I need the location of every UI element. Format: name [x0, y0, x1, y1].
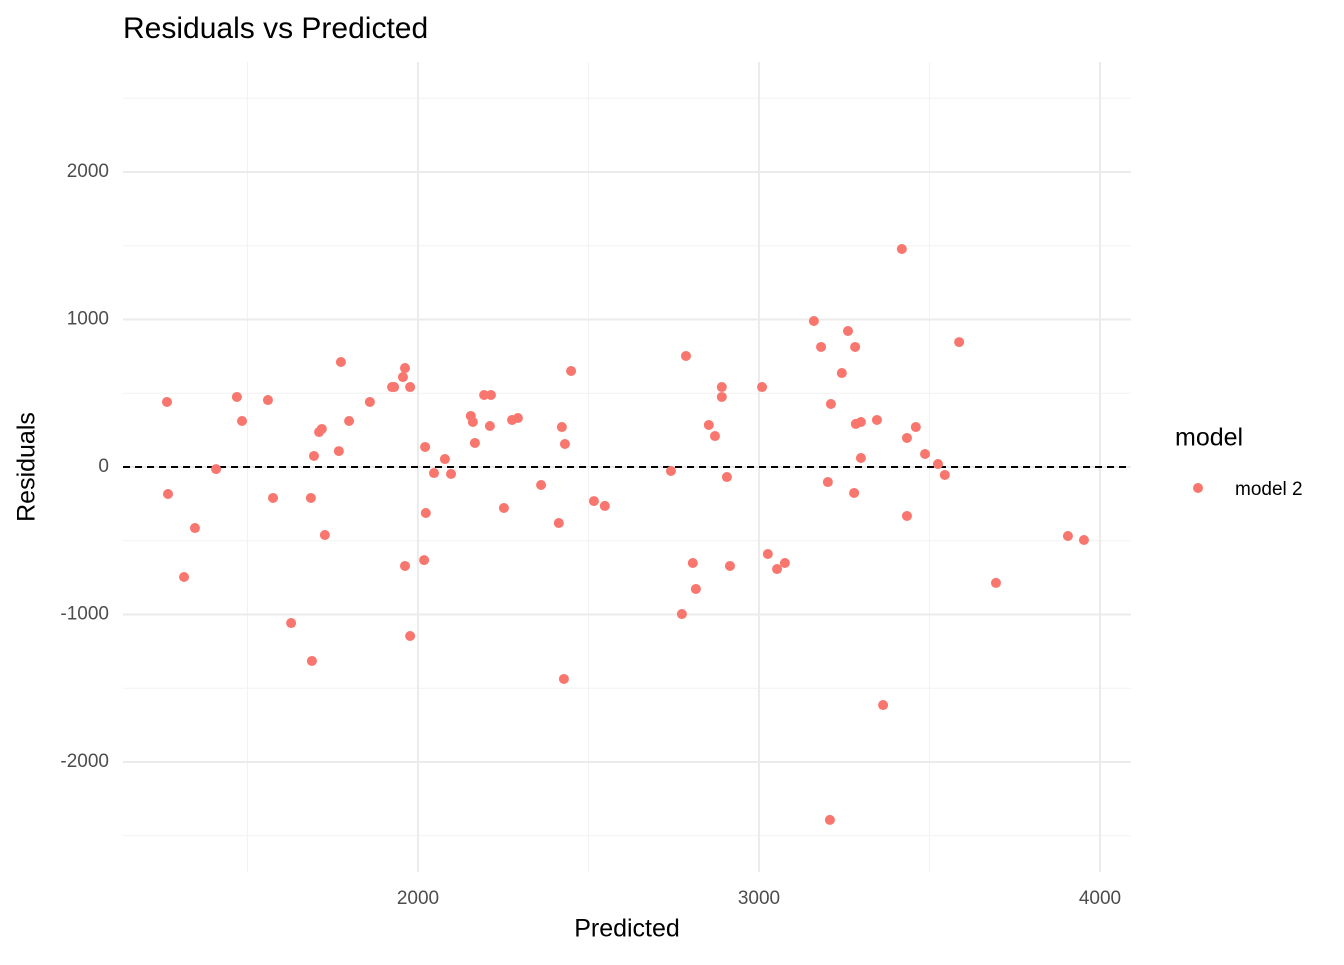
point: [485, 390, 496, 401]
point: [189, 523, 200, 534]
y-tick-label: 0: [98, 456, 109, 477]
point: [849, 487, 860, 498]
point: [335, 356, 346, 367]
point: [553, 518, 564, 529]
point: [428, 468, 439, 479]
point: [305, 492, 316, 503]
y-tick-label: 1000: [67, 309, 109, 330]
point: [703, 419, 714, 430]
point: [308, 450, 319, 461]
point: [920, 449, 931, 460]
point: [825, 399, 836, 410]
point: [665, 465, 676, 476]
x-tick-label: 4000: [1079, 888, 1121, 909]
point: [1062, 531, 1073, 542]
point: [901, 432, 912, 443]
point: [420, 441, 431, 452]
point: [690, 583, 701, 594]
point: [588, 496, 599, 507]
y-tick-label: -2000: [60, 751, 109, 772]
point: [762, 549, 773, 560]
x-axis-title: Predicted: [574, 915, 680, 943]
point: [716, 382, 727, 393]
point: [536, 479, 547, 490]
point: [467, 417, 478, 428]
point: [333, 446, 344, 457]
point: [231, 391, 242, 402]
point: [757, 382, 768, 393]
x-tick-label: 3000: [738, 888, 780, 909]
point: [286, 618, 297, 629]
point: [484, 420, 495, 431]
point: [559, 438, 570, 449]
y-tick-label: 2000: [67, 161, 109, 182]
point: [344, 415, 355, 426]
point: [439, 454, 450, 465]
point: [687, 558, 698, 569]
point: [566, 365, 577, 376]
point: [389, 382, 400, 393]
point: [599, 500, 610, 511]
point: [808, 315, 819, 326]
point: [855, 417, 866, 428]
point: [896, 244, 907, 255]
point: [1078, 535, 1089, 546]
point: [405, 631, 416, 642]
point: [237, 415, 248, 426]
legend-marker: [1193, 483, 1203, 493]
point: [211, 464, 222, 475]
legend-title: model: [1175, 424, 1243, 452]
point: [939, 469, 950, 480]
point: [816, 341, 827, 352]
point: [901, 510, 912, 521]
point: [405, 382, 416, 393]
point: [836, 368, 847, 379]
point: [268, 492, 279, 503]
point: [512, 413, 523, 424]
point: [842, 326, 853, 337]
point: [716, 391, 727, 402]
point: [446, 468, 457, 479]
point: [397, 372, 408, 383]
point: [469, 437, 480, 448]
point: [179, 572, 190, 583]
point: [850, 341, 861, 352]
point: [824, 814, 835, 825]
point: [400, 363, 411, 374]
point: [990, 577, 1001, 588]
point: [558, 673, 569, 684]
point: [855, 453, 866, 464]
legend-label: model 2: [1235, 479, 1303, 500]
point: [419, 555, 430, 566]
point: [932, 459, 943, 470]
point: [871, 414, 882, 425]
point: [680, 350, 691, 361]
point: [822, 477, 833, 488]
point: [316, 423, 327, 434]
x-tick-label: 2000: [397, 888, 439, 909]
point: [910, 422, 921, 433]
point: [364, 396, 375, 407]
point: [772, 564, 783, 575]
point: [498, 503, 509, 514]
point: [709, 431, 720, 442]
point: [954, 337, 965, 348]
point: [306, 655, 317, 666]
point: [319, 529, 330, 540]
point: [161, 396, 172, 407]
y-axis-title: Residuals: [13, 412, 41, 522]
point: [721, 472, 732, 483]
point: [676, 609, 687, 620]
point: [724, 560, 735, 571]
point: [878, 700, 889, 711]
chart-title: Residuals vs Predicted: [123, 12, 428, 45]
point: [420, 508, 431, 519]
point: [779, 558, 790, 569]
point: [262, 395, 273, 406]
y-tick-label: -1000: [60, 604, 109, 625]
point: [400, 560, 411, 571]
point: [163, 488, 174, 499]
point: [556, 422, 567, 433]
